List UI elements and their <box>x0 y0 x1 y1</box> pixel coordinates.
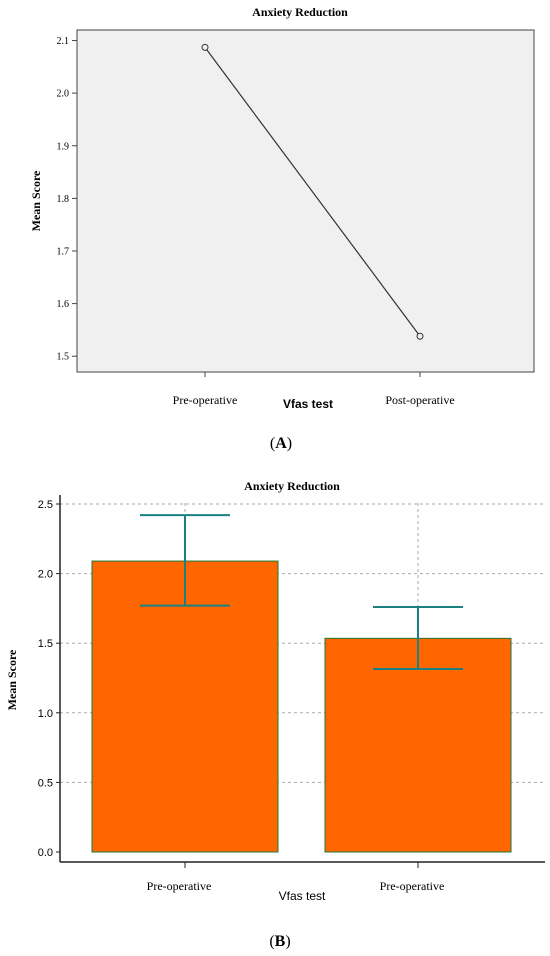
b-y-axis-label: Mean Score <box>5 649 19 710</box>
a-series-path <box>204 47 421 337</box>
a-y-tick-label: 1.7 <box>57 246 70 257</box>
a-x-tick-label: Post-operative <box>385 393 454 407</box>
a-y-ticks: 1.5 1.6 1.7 1.8 1.9 2.0 2.1 <box>57 36 77 363</box>
a-plot-area <box>76 29 535 373</box>
a-x-tick-label: Pre-operative <box>173 393 238 407</box>
b-y-tick-label: 2.0 <box>38 569 53 581</box>
b-bar <box>91 560 279 853</box>
b-y-tick-label: 1.0 <box>38 708 53 720</box>
b-y-tick-label: 2.5 <box>38 499 53 511</box>
b-axes <box>59 495 545 863</box>
a-y-tick-label: 1.5 <box>57 352 70 363</box>
b-y-tick-label: 1.5 <box>38 638 53 650</box>
b-bars <box>91 560 512 853</box>
a-y-tick-label: 1.9 <box>57 141 70 152</box>
b-x-axis-label: Vfas test <box>279 889 326 903</box>
b-error-bars <box>140 514 463 670</box>
b-y-ticks: 0.0 0.5 1.0 1.5 2.0 2.5 <box>38 499 60 859</box>
b-x-tick-label: Pre-operative <box>380 879 445 893</box>
a-data-point <box>201 43 209 51</box>
a-chart-title: Anxiety Reduction <box>252 5 348 19</box>
panel-b-bar-chart: Anxiety Reduction Mean Score Vfas test 0… <box>5 479 545 950</box>
b-bar <box>324 637 512 853</box>
a-panel-letter: A <box>275 435 287 452</box>
panel-a-line-chart: Anxiety Reduction Mean Score Vfas test 1… <box>29 5 535 452</box>
a-y-tick-label: 2.1 <box>57 36 70 47</box>
a-panel-label: (A) <box>270 435 292 452</box>
b-chart-title: Anxiety Reduction <box>244 479 340 493</box>
a-data-point <box>416 332 424 340</box>
a-y-axis-label: Mean Score <box>29 170 43 231</box>
a-y-tick-label: 1.6 <box>57 299 70 310</box>
a-y-tick-label: 1.8 <box>57 194 70 205</box>
b-panel-letter: B <box>275 933 286 950</box>
a-x-ticks: Pre-operative Post-operative <box>173 372 455 407</box>
b-y-tick-label: 0.5 <box>38 777 53 789</box>
b-x-tick-label: Pre-operative <box>147 879 212 893</box>
a-y-tick-label: 2.0 <box>57 89 70 100</box>
a-x-axis-label: Vfas test <box>283 397 333 411</box>
b-x-ticks: Pre-operative Pre-operative <box>147 862 445 893</box>
b-y-tick-label: 0.0 <box>38 847 53 859</box>
a-series-line <box>201 43 424 340</box>
b-panel-label: (B) <box>269 933 290 950</box>
